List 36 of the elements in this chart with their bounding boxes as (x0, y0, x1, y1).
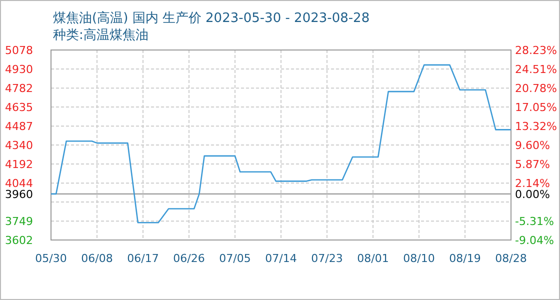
y-tick-label: 3749 (5, 215, 33, 228)
x-tick-label: 08/19 (449, 252, 481, 265)
y-tick-label: 4340 (5, 139, 33, 152)
x-tick-label: 08/10 (403, 252, 435, 265)
x-tick-label: 06/08 (81, 252, 113, 265)
y2-tick-label: 20.78% (515, 82, 557, 95)
y2-tick-label: 28.23% (515, 44, 557, 57)
x-tick-label: 05/30 (35, 252, 67, 265)
y2-tick-label: 2.14% (515, 177, 550, 190)
y2-tick-label: 13.32% (515, 120, 557, 134)
y-tick-label: 3960 (5, 188, 33, 201)
x-tick-label: 06/17 (127, 252, 159, 265)
x-tick-label: 08/01 (357, 252, 389, 265)
y2-tick-label: 17.05% (515, 100, 557, 114)
y2-tick-label: 24.51% (515, 62, 557, 76)
y2-tick-label: -5.31% (515, 214, 554, 228)
y2-tick-label: 5.87% (515, 158, 550, 171)
y-tick-label: 4930 (5, 63, 33, 76)
y-tick-label: 4487 (5, 120, 33, 134)
chart-subtitle: 种类:高温煤焦油 (53, 27, 148, 43)
y-tick-label: 4635 (5, 101, 33, 114)
x-tick-label: 07/23 (311, 252, 343, 265)
x-tick-label: 06/26 (173, 252, 205, 265)
chart-title: 煤焦油(高温) 国内 生产价 2023-05-30 - 2023-08-28 (53, 10, 370, 26)
line-series (50, 64, 512, 224)
y2-tick-label: -9.04% (515, 234, 554, 247)
y2-tick-label: 9.60% (515, 138, 550, 152)
y-tick-label: 3602 (5, 234, 33, 247)
y-tick-label: 4192 (5, 158, 33, 172)
y-tick-label: 4044 (5, 177, 33, 190)
x-tick-label: 07/14 (265, 252, 297, 265)
x-tick-label: 07/05 (219, 252, 251, 265)
y2-tick-label: 0.00% (515, 188, 550, 201)
y-tick-label: 5078 (5, 44, 33, 57)
y-tick-label: 4782 (5, 82, 33, 96)
x-tick-label: 08/28 (495, 252, 527, 265)
